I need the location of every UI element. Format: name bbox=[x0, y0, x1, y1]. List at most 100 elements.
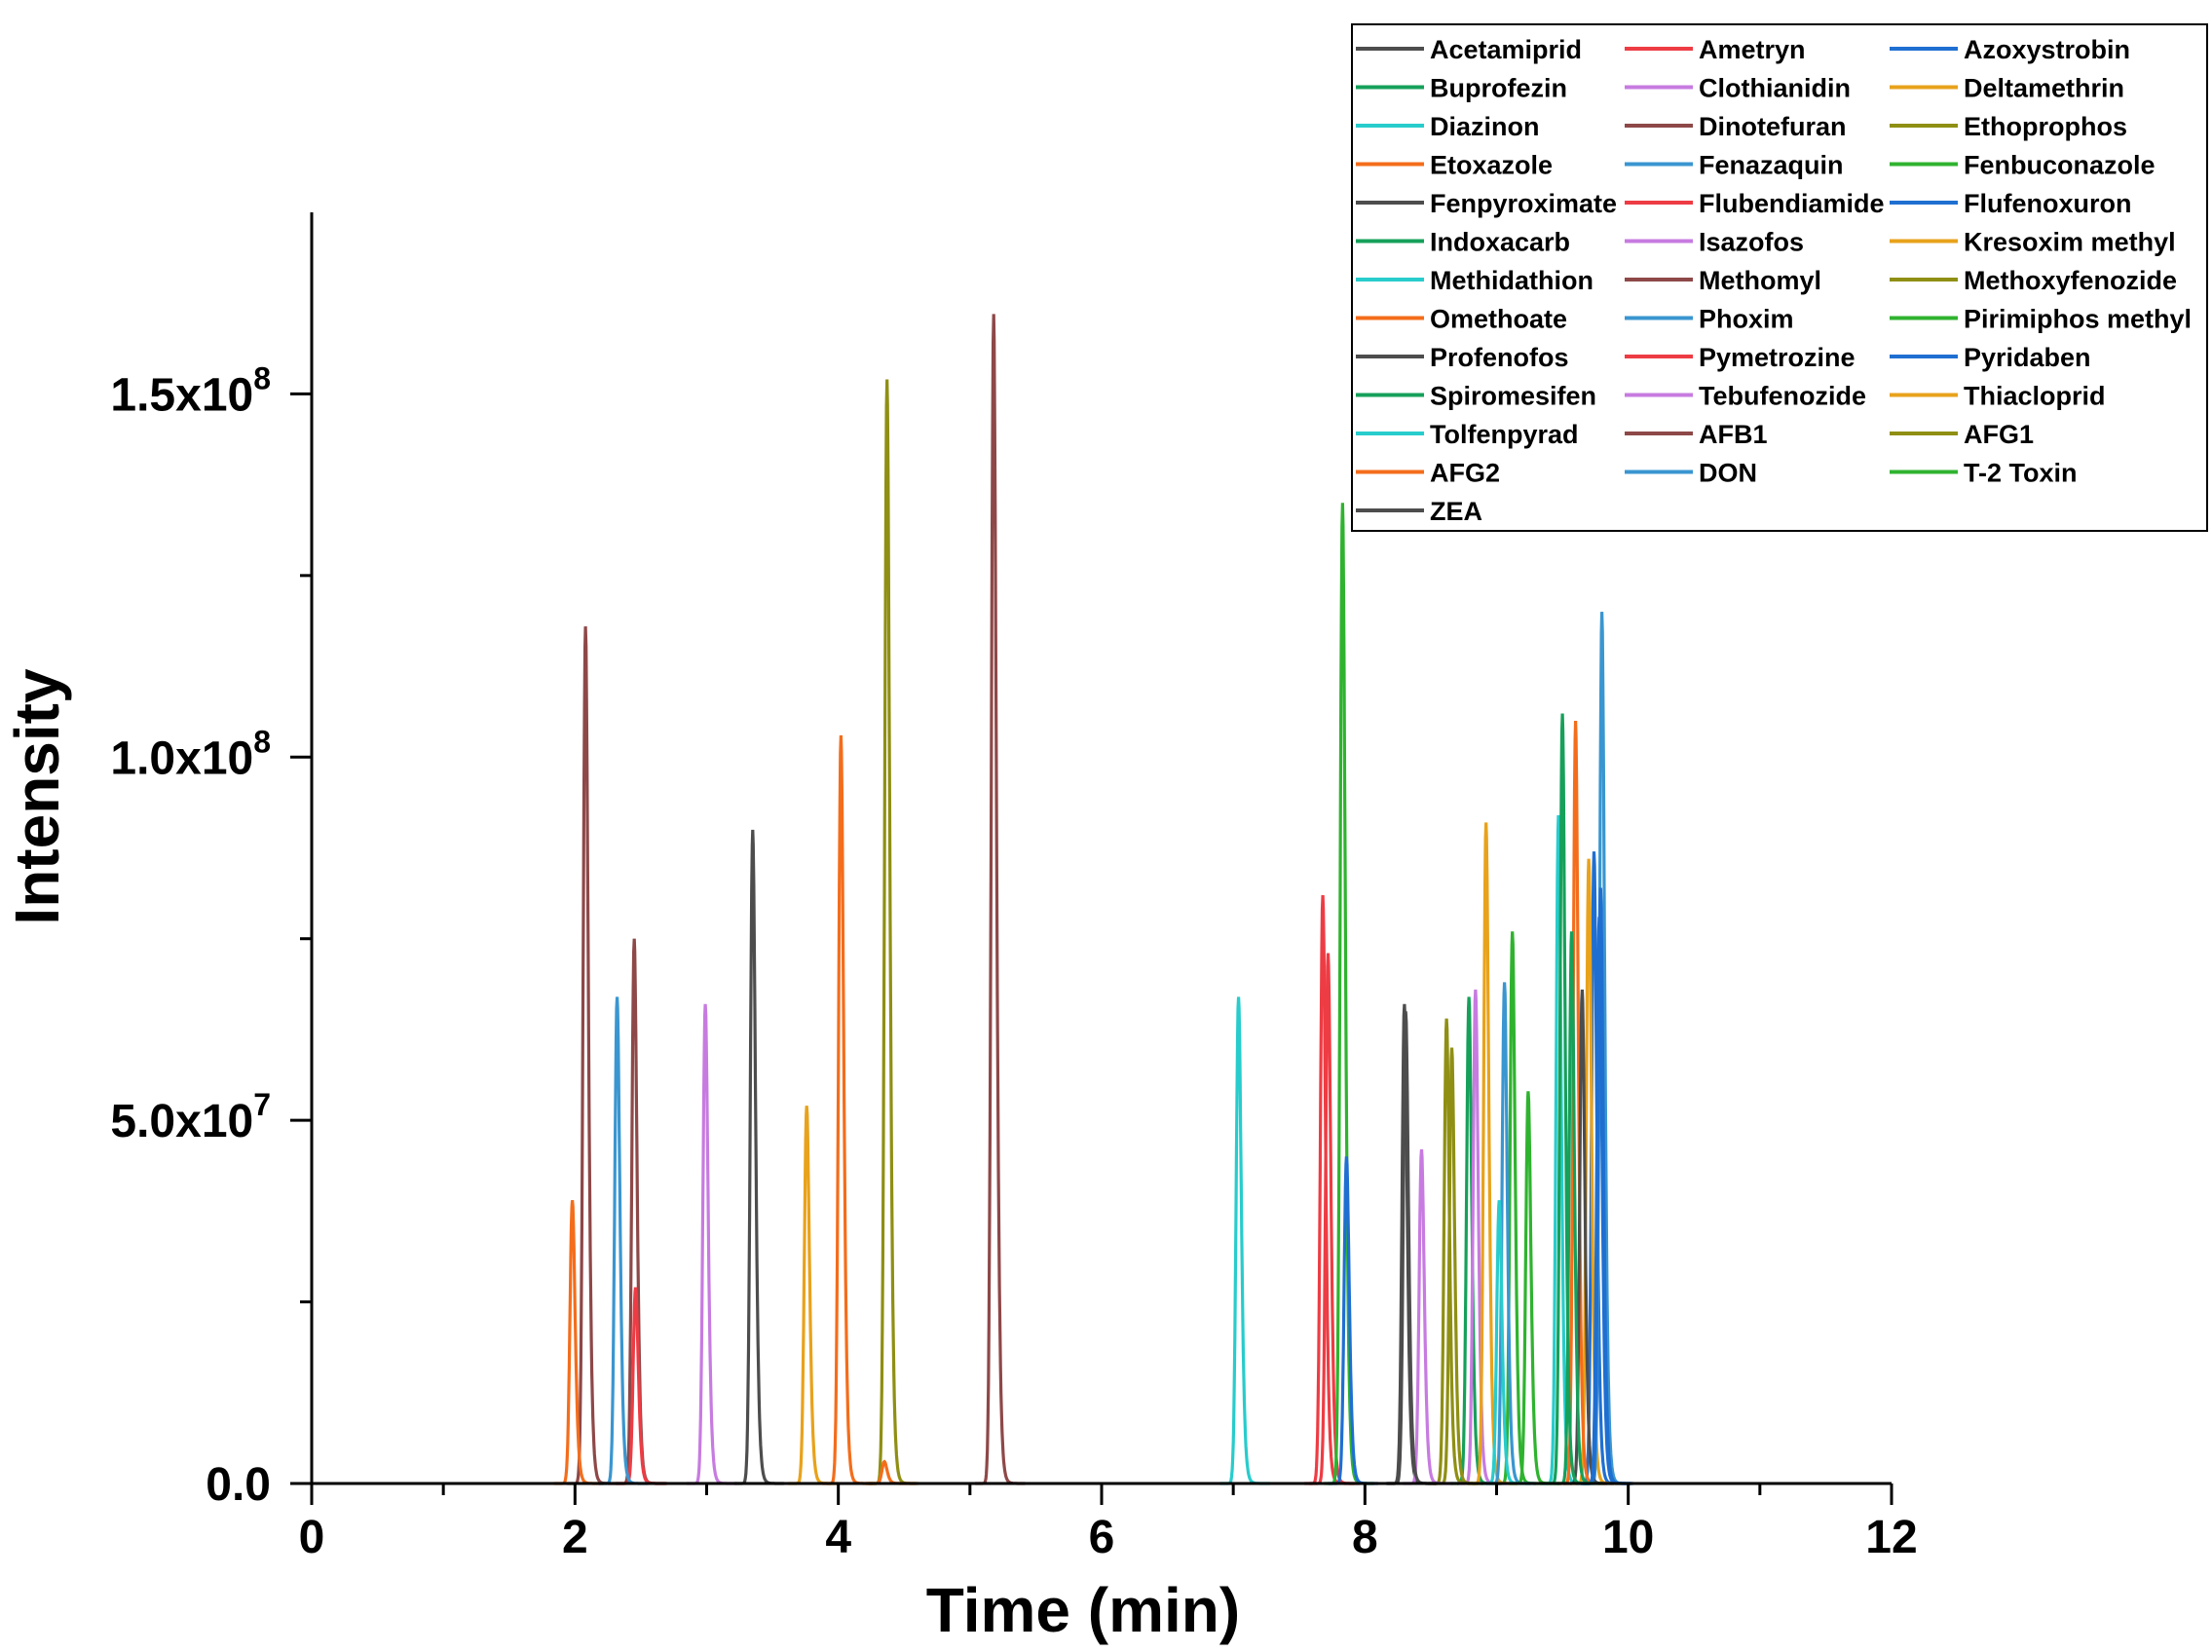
legend-item: AFB1 bbox=[1625, 420, 1768, 449]
legend-box bbox=[1351, 23, 2208, 532]
legend-label: Phoxim bbox=[1699, 305, 1794, 334]
legend-label: Pyridaben bbox=[1964, 343, 2091, 372]
legend-label: AFB1 bbox=[1699, 420, 1768, 449]
legend-item: Omethoate bbox=[1356, 305, 1567, 334]
legend-label: Ametryn bbox=[1699, 35, 1806, 64]
legend-label: Acetamiprid bbox=[1430, 35, 1582, 64]
y-axis-ticks: 0.0 5.0x107 1.0x108 1.5x108 bbox=[110, 360, 312, 1511]
legend-item: Pyridaben bbox=[1890, 343, 2091, 372]
legend-item: AFG2 bbox=[1356, 459, 1500, 488]
legend-item: Isazofos bbox=[1625, 228, 1804, 257]
legend-label: Dinotefuran bbox=[1699, 112, 1847, 141]
y-tick-label: 0.0 bbox=[206, 1459, 271, 1511]
x-tick-label: 12 bbox=[1865, 1512, 1917, 1563]
legend-item: Diazinon bbox=[1356, 112, 1540, 141]
peak-afg2 bbox=[822, 734, 873, 1485]
legend-item: ZEA bbox=[1356, 497, 1482, 526]
x-axis-title: Time (min) bbox=[926, 1575, 1240, 1645]
legend-label: Spiromesifen bbox=[1430, 382, 1596, 411]
legend-item: Profenofos bbox=[1356, 343, 1569, 372]
peak-zea bbox=[1387, 1011, 1438, 1485]
legend-label: Pymetrozine bbox=[1699, 343, 1856, 372]
legend-item: Fenbuconazole bbox=[1890, 151, 2156, 180]
legend-item: Flubendiamide bbox=[1625, 189, 1885, 218]
legend-item: Fenazaquin bbox=[1625, 151, 1844, 180]
legend-label: Indoxacarb bbox=[1430, 228, 1570, 257]
peak-thiacloprid bbox=[788, 1106, 839, 1485]
x-tick-label: 6 bbox=[1089, 1512, 1115, 1563]
legend-label: Methoxyfenozide bbox=[1964, 266, 2177, 295]
legend-label: Tolfenpyrad bbox=[1430, 420, 1579, 449]
legend-label: DON bbox=[1699, 459, 1757, 488]
legend-item: Dinotefuran bbox=[1625, 112, 1847, 141]
legend-item: DON bbox=[1625, 459, 1757, 488]
legend-label: Ethoprophos bbox=[1964, 112, 2127, 141]
legend-item: Fenpyroximate bbox=[1356, 189, 1617, 218]
peak-methidathion bbox=[1219, 996, 1270, 1485]
peak-clothianidin bbox=[687, 1003, 737, 1485]
legend-item: Tebufenozide bbox=[1625, 382, 1866, 411]
legend-item: Indoxacarb bbox=[1356, 228, 1570, 257]
legend-label: Deltamethrin bbox=[1964, 74, 2124, 103]
legend-label: Kresoxim methyl bbox=[1964, 228, 2176, 257]
legend-label: Fenbuconazole bbox=[1964, 151, 2156, 180]
legend-label: Tebufenozide bbox=[1699, 382, 1866, 411]
legend: Acetamiprid Ametryn Azoxystrobin Buprofezin… bbox=[1351, 23, 2208, 532]
legend-label: AFG2 bbox=[1430, 459, 1500, 488]
legend-item: Ethoprophos bbox=[1890, 112, 2127, 141]
legend-item: Thiacloprid bbox=[1890, 382, 2106, 411]
legend-item: AFG1 bbox=[1890, 420, 2034, 449]
legend-label: AFG1 bbox=[1964, 420, 2034, 449]
legend-label: Thiacloprid bbox=[1964, 382, 2106, 411]
x-axis-ticks: 0 2 4 6 8 10 12 bbox=[299, 1483, 1918, 1563]
legend-item: Tolfenpyrad bbox=[1356, 420, 1579, 449]
legend-label: Clothianidin bbox=[1699, 74, 1851, 103]
legend-item: Pymetrozine bbox=[1625, 343, 1856, 372]
legend-label: Fenpyroximate bbox=[1430, 189, 1617, 218]
legend-item: Methidathion bbox=[1356, 266, 1593, 295]
legend-item: Clothianidin bbox=[1625, 74, 1851, 103]
peak-afb1 bbox=[975, 314, 1026, 1485]
legend-item: Etoxazole bbox=[1356, 151, 1553, 180]
legend-item: Methomyl bbox=[1625, 266, 1821, 295]
x-tick-label: 10 bbox=[1602, 1512, 1654, 1563]
legend-label: Methidathion bbox=[1430, 266, 1593, 295]
legend-item: Buprofezin bbox=[1356, 74, 1567, 103]
legend-item: Methoxyfenozide bbox=[1890, 266, 2177, 295]
legend-label: Profenofos bbox=[1430, 343, 1569, 372]
legend-label: Flubendiamide bbox=[1699, 189, 1885, 218]
legend-item: Ametryn bbox=[1625, 35, 1806, 64]
x-tick-label: 0 bbox=[299, 1512, 325, 1563]
legend-label: Fenazaquin bbox=[1699, 151, 1844, 180]
legend-item: T-2 Toxin bbox=[1890, 459, 2078, 488]
legend-item: Deltamethrin bbox=[1890, 74, 2124, 103]
peak-extra-37 bbox=[866, 1459, 917, 1485]
legend-label: T-2 Toxin bbox=[1964, 459, 2078, 488]
legend-item: Acetamiprid bbox=[1356, 35, 1582, 64]
x-tick-label: 2 bbox=[562, 1512, 588, 1563]
y-tick-label: 1.5x108 bbox=[110, 360, 271, 421]
legend-item: Azoxystrobin bbox=[1890, 35, 2130, 64]
legend-label: Isazofos bbox=[1699, 228, 1804, 257]
legend-label: Flufenoxuron bbox=[1964, 189, 2131, 218]
legend-label: ZEA bbox=[1430, 497, 1482, 526]
x-tick-label: 4 bbox=[825, 1512, 851, 1563]
peak-acetamiprid bbox=[733, 829, 784, 1485]
legend-label: Diazinon bbox=[1430, 112, 1540, 141]
legend-item: Flufenoxuron bbox=[1890, 189, 2131, 218]
legend-label: Azoxystrobin bbox=[1964, 35, 2130, 64]
x-tick-label: 8 bbox=[1352, 1512, 1378, 1563]
legend-item: Phoxim bbox=[1625, 305, 1794, 334]
y-axis-title: Intensity bbox=[2, 668, 72, 925]
legend-label: Omethoate bbox=[1430, 305, 1567, 334]
peak-afg1 bbox=[868, 379, 919, 1485]
legend-label: Pirimiphos methyl bbox=[1964, 305, 2192, 334]
peak-omethoate bbox=[553, 1200, 604, 1485]
y-tick-label: 1.0x108 bbox=[110, 724, 271, 784]
legend-item: Kresoxim methyl bbox=[1890, 228, 2176, 257]
legend-item: Spiromesifen bbox=[1356, 382, 1596, 411]
legend-label: Methomyl bbox=[1699, 266, 1821, 295]
y-tick-label: 5.0x107 bbox=[110, 1087, 271, 1147]
legend-item: Pirimiphos methyl bbox=[1890, 305, 2192, 334]
